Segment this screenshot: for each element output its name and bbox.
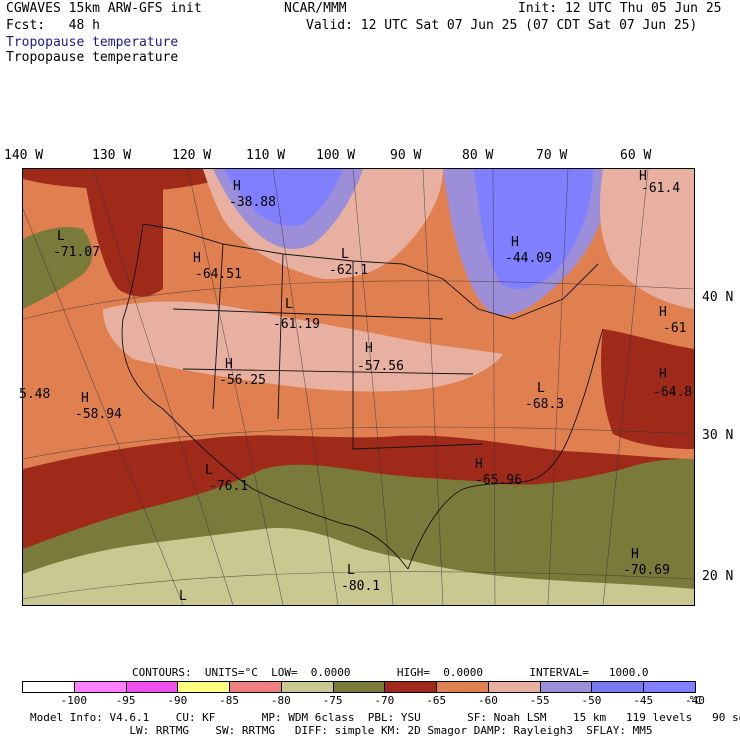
pressure-center-value: -71.07 bbox=[53, 245, 100, 260]
pressure-center-value: -68.3 bbox=[525, 397, 565, 412]
pressure-center-value: -76.1 bbox=[209, 479, 249, 494]
colorbar-swatch bbox=[125, 681, 179, 693]
colorbar-tick-label: -90 bbox=[167, 694, 188, 707]
lon-label-100w: 100 W bbox=[316, 148, 356, 163]
colorbar-swatch bbox=[73, 681, 127, 693]
colorbar-tick-label: -75 bbox=[322, 694, 343, 707]
pressure-center-hl: L bbox=[341, 247, 349, 262]
graticule bbox=[23, 169, 694, 605]
pressure-center-hl: H bbox=[81, 391, 89, 406]
organization: NCAR/MMM bbox=[284, 1, 347, 16]
colorbar-swatch bbox=[280, 681, 334, 693]
model-info-line-1: Model Info: V4.6.1 CU: KF MP: WDM 6class… bbox=[30, 711, 740, 724]
colorbar-tick-label: -95 bbox=[115, 694, 136, 707]
pressure-center-value: -61.19 bbox=[273, 317, 320, 332]
lon-label-140w: 140 W bbox=[4, 148, 44, 163]
colorbar-tick-label: -45 bbox=[633, 694, 654, 707]
model-info-line-2: LW: RRTMG SW: RRTMG DIFF: simple KM: 2D … bbox=[30, 724, 653, 737]
pressure-center-hl: H bbox=[631, 547, 639, 562]
pressure-center-value: -70.69 bbox=[623, 563, 670, 578]
colorbar-tick-label: -60 bbox=[477, 694, 498, 707]
pressure-center-hl: L bbox=[179, 589, 187, 604]
lat-label-30n: 30 N bbox=[702, 428, 734, 443]
pressure-center-value: -64.8 bbox=[653, 385, 693, 400]
colorbar-tick-label: -40 bbox=[685, 694, 705, 707]
valid-time: Valid: 12 UTC Sat 07 Jun 25 (07 CDT Sat … bbox=[306, 18, 698, 33]
colorbar-tick-label: -70 bbox=[374, 694, 395, 707]
pressure-center-hl: H bbox=[475, 457, 483, 472]
shade-minus-75 bbox=[23, 528, 694, 605]
lon-label-80w: 80 W bbox=[462, 148, 494, 163]
pressure-center-hl: H bbox=[225, 357, 233, 372]
lon-label-90w: 90 W bbox=[390, 148, 422, 163]
lon-label-110w: 110 W bbox=[246, 148, 286, 163]
lon-label-60w: 60 W bbox=[620, 148, 652, 163]
pressure-center-hl: H bbox=[365, 341, 373, 356]
political-boundaries bbox=[121, 223, 604, 570]
pressure-center-value: -62.1 bbox=[329, 263, 369, 278]
colorbar-tick-label: -80 bbox=[270, 694, 291, 707]
colorbar-tick-label: -100 bbox=[60, 694, 88, 707]
pressure-center-hl: L bbox=[537, 381, 545, 396]
pressure-center-hl: H bbox=[639, 169, 647, 184]
colorbar-swatch bbox=[22, 681, 75, 693]
edge-value: 5.48 bbox=[19, 387, 51, 402]
field-title-2: Tropopause temperature bbox=[6, 50, 179, 65]
forecast-hour: Fcst: 48 h bbox=[6, 18, 100, 33]
contours-info: CONTOURS: UNITS=°C LOW= 0.0000 HIGH= 0.0… bbox=[132, 666, 649, 679]
colorbar-swatch bbox=[539, 681, 593, 693]
pressure-center-hl: L bbox=[205, 463, 213, 478]
colorbar-tick-label: -85 bbox=[219, 694, 239, 707]
lat-label-40n: 40 N bbox=[702, 290, 734, 305]
shade-low-west bbox=[23, 227, 93, 309]
pressure-center-hl: L bbox=[347, 563, 355, 578]
pressure-center-value: -61.4 bbox=[641, 181, 681, 196]
pressure-center-value: -44.09 bbox=[505, 251, 552, 266]
shade-minus-45-east bbox=[473, 169, 593, 289]
pressure-center-value: -64.51 bbox=[195, 267, 242, 282]
pressure-center-value: -57.56 bbox=[357, 359, 404, 374]
pressure-center-value: -61 bbox=[663, 321, 687, 336]
colorbar-swatch bbox=[436, 681, 489, 693]
model-title: CGWAVES 15km ARW-GFS init bbox=[6, 1, 202, 16]
colorbar-swatch bbox=[229, 681, 282, 693]
colorbar-swatch bbox=[332, 681, 386, 693]
lon-label-130w: 130 W bbox=[92, 148, 132, 163]
pressure-center-value: -56.25 bbox=[219, 373, 266, 388]
pressure-center-hl: H bbox=[511, 235, 519, 250]
pressure-center-value: -80.1 bbox=[341, 579, 381, 594]
colorbar-swatch bbox=[643, 681, 696, 693]
colorbar-swatch bbox=[487, 681, 541, 693]
init-time: Init: 12 UTC Thu 05 Jun 25 bbox=[518, 1, 722, 16]
map-canvas bbox=[23, 169, 694, 605]
pressure-center-hl: H bbox=[659, 305, 667, 320]
lon-label-120w: 120 W bbox=[172, 148, 212, 163]
colorbar-swatch bbox=[384, 681, 438, 693]
pressure-center-value: -58.94 bbox=[75, 407, 122, 422]
shade-minus-45-north bbox=[223, 169, 343, 226]
colorbar-swatch bbox=[177, 681, 231, 693]
pressure-center-hl: H bbox=[193, 251, 201, 266]
colorbar-swatch bbox=[591, 681, 645, 693]
colorbar-tick-label: -50 bbox=[581, 694, 602, 707]
shade-minus-65-atlantic bbox=[601, 329, 694, 449]
pressure-center-hl: L bbox=[285, 297, 293, 312]
lat-label-20n: 20 N bbox=[702, 569, 734, 584]
lon-label-70w: 70 W bbox=[536, 148, 568, 163]
colorbar-unit: °C bbox=[688, 694, 702, 707]
pressure-center-value: -38.88 bbox=[229, 195, 276, 210]
pressure-center-value: -65.96 bbox=[475, 473, 522, 488]
shade-minus-55-ne bbox=[600, 169, 694, 309]
tropopause-temperature-map: H -38.88 H -44.09 H -61.4 L -71.07 H -64… bbox=[19, 168, 695, 606]
colorbar-tick-label: -65 bbox=[426, 694, 447, 707]
pressure-center-hl: H bbox=[659, 367, 667, 382]
pressure-center-hl: H bbox=[233, 179, 241, 194]
colorbar-tick-label: -55 bbox=[529, 694, 550, 707]
pressure-center-hl: L bbox=[57, 229, 65, 244]
field-title-1: Tropopause temperature bbox=[6, 35, 179, 50]
